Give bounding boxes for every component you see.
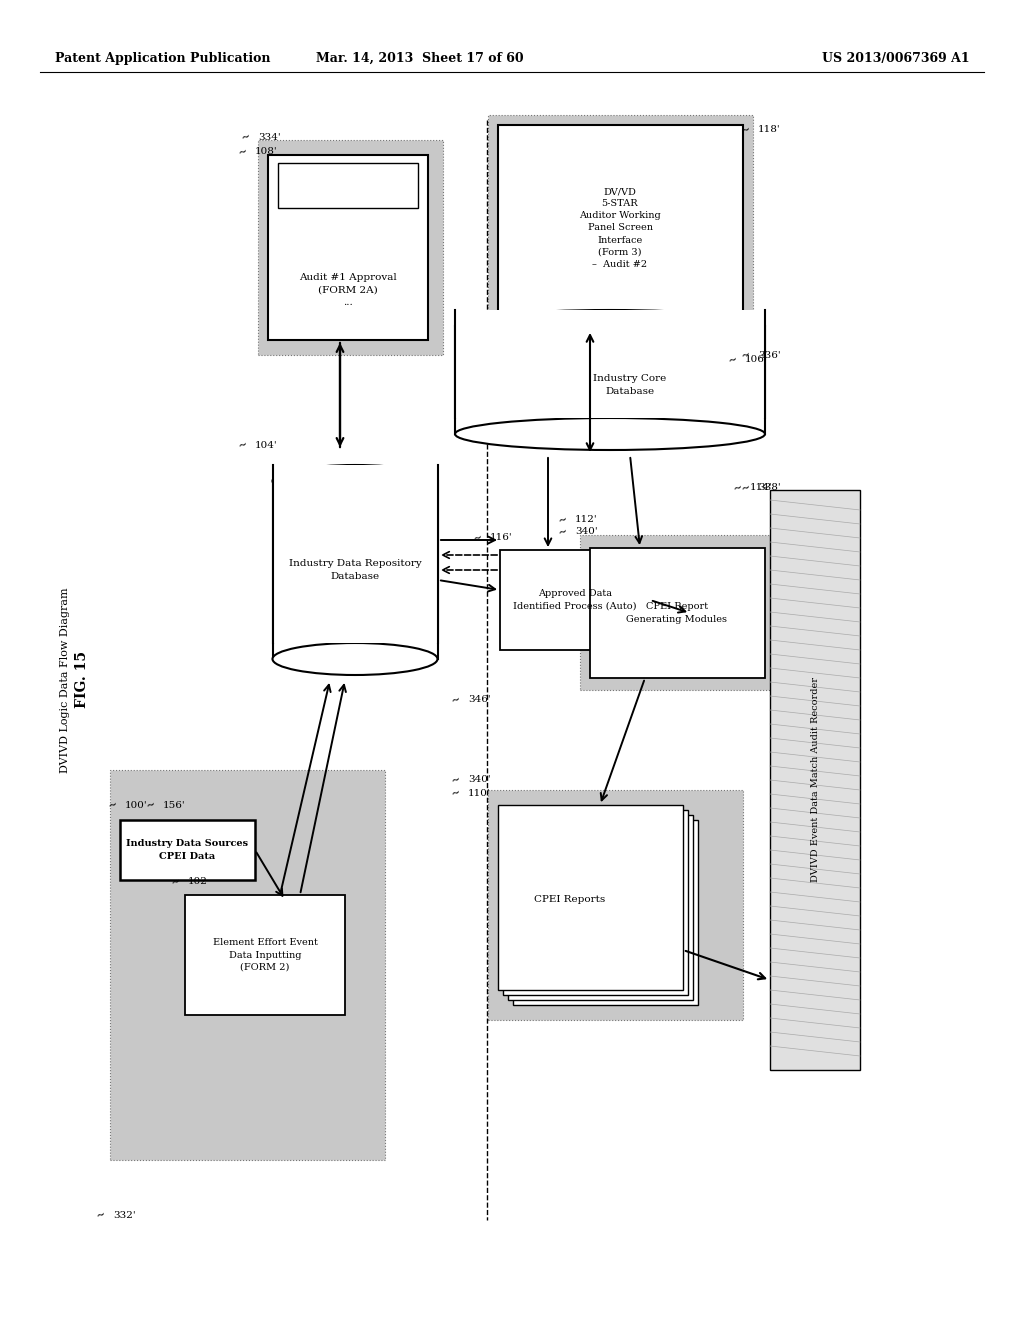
Text: 340': 340': [468, 776, 490, 784]
Text: ~: ~: [237, 438, 249, 451]
Text: 100': 100': [125, 800, 147, 809]
Bar: [590, 548, 765, 678]
Ellipse shape: [455, 418, 765, 450]
Bar: [273, 465, 436, 643]
Text: Industry Data Repository
Database: Industry Data Repository Database: [289, 560, 421, 581]
Text: Industry Core
Database: Industry Core Database: [593, 375, 667, 396]
Bar: [278, 162, 418, 209]
Text: ~: ~: [95, 1209, 108, 1221]
Bar: [513, 820, 698, 1005]
Text: ~: ~: [237, 145, 249, 158]
Text: 116': 116': [490, 533, 513, 543]
Text: DV/VD
5-STAR
Auditor Working
Panel Screen
Interface
(Form 3)
–  Audit #2: DV/VD 5-STAR Auditor Working Panel Scree…: [580, 187, 660, 269]
Text: ~: ~: [740, 482, 752, 494]
Text: 336': 336': [758, 351, 780, 359]
Bar: [508, 814, 693, 1001]
Text: ~: ~: [740, 124, 752, 136]
Bar: [488, 789, 743, 1020]
Text: ~: ~: [170, 875, 182, 888]
Bar: [580, 535, 775, 690]
Bar: [498, 125, 743, 330]
Bar: [110, 770, 385, 1160]
Text: 332': 332': [113, 1210, 135, 1220]
Bar: [268, 154, 428, 341]
Bar: [455, 326, 765, 434]
Text: CPEI Reports: CPEI Reports: [535, 895, 605, 904]
Text: 346': 346': [468, 696, 490, 705]
Text: ~: ~: [740, 348, 752, 362]
Text: 104': 104': [255, 441, 278, 450]
Text: DVIVD Logic Data Flow Diagram: DVIVD Logic Data Flow Diagram: [60, 587, 70, 772]
Text: 340': 340': [575, 528, 598, 536]
Bar: [498, 805, 683, 990]
Text: Mar. 14, 2013  Sheet 17 of 60: Mar. 14, 2013 Sheet 17 of 60: [316, 51, 524, 65]
Ellipse shape: [272, 465, 437, 498]
Text: 338': 338': [758, 483, 780, 492]
Ellipse shape: [272, 643, 437, 675]
Text: ~: ~: [145, 799, 157, 812]
Text: 106': 106': [745, 355, 768, 364]
Text: Approved Data
Identified Process (Auto): Approved Data Identified Process (Auto): [513, 590, 637, 611]
Text: ~: ~: [450, 774, 462, 787]
Text: 118': 118': [758, 125, 780, 135]
Text: ~: ~: [557, 513, 569, 527]
Text: ~: ~: [727, 354, 739, 366]
Text: CPEI Report
Generating Modules: CPEI Report Generating Modules: [627, 602, 727, 623]
Bar: [503, 810, 688, 995]
Text: Industry Data Sources
CPEI Data: Industry Data Sources CPEI Data: [126, 840, 248, 861]
Bar: [120, 820, 255, 880]
Text: ~: ~: [472, 532, 484, 544]
Text: 108': 108': [255, 148, 278, 157]
Text: Patent Application Publication: Patent Application Publication: [55, 51, 270, 65]
Ellipse shape: [455, 310, 765, 342]
Text: 102: 102: [188, 878, 208, 887]
Text: Audit #1 Approval
(FORM 2A)
...: Audit #1 Approval (FORM 2A) ...: [299, 273, 397, 306]
Text: 334': 334': [258, 132, 281, 141]
Text: DVIVD Event Data Match Audit Recorder: DVIVD Event Data Match Audit Recorder: [811, 677, 819, 883]
Bar: [185, 895, 345, 1015]
Bar: [272, 480, 437, 659]
Text: 112': 112': [575, 516, 598, 524]
Text: ~: ~: [557, 525, 569, 539]
Text: US 2013/0067369 A1: US 2013/0067369 A1: [822, 51, 970, 65]
Text: ~: ~: [450, 787, 462, 800]
Text: 110': 110': [468, 788, 490, 797]
Text: 114': 114': [750, 483, 773, 492]
Text: 156': 156': [163, 800, 185, 809]
Bar: [770, 490, 860, 1071]
Text: ~: ~: [240, 131, 252, 144]
Text: FIG. 15: FIG. 15: [75, 652, 89, 709]
Text: Element Effort Event
Data Inputting
(FORM 2): Element Effort Event Data Inputting (FOR…: [213, 939, 317, 972]
Text: ~: ~: [732, 482, 744, 494]
Text: ~: ~: [106, 799, 119, 812]
Bar: [258, 140, 443, 355]
Bar: [500, 550, 650, 649]
Text: ~: ~: [450, 694, 462, 706]
Bar: [456, 310, 764, 418]
Bar: [488, 115, 753, 350]
